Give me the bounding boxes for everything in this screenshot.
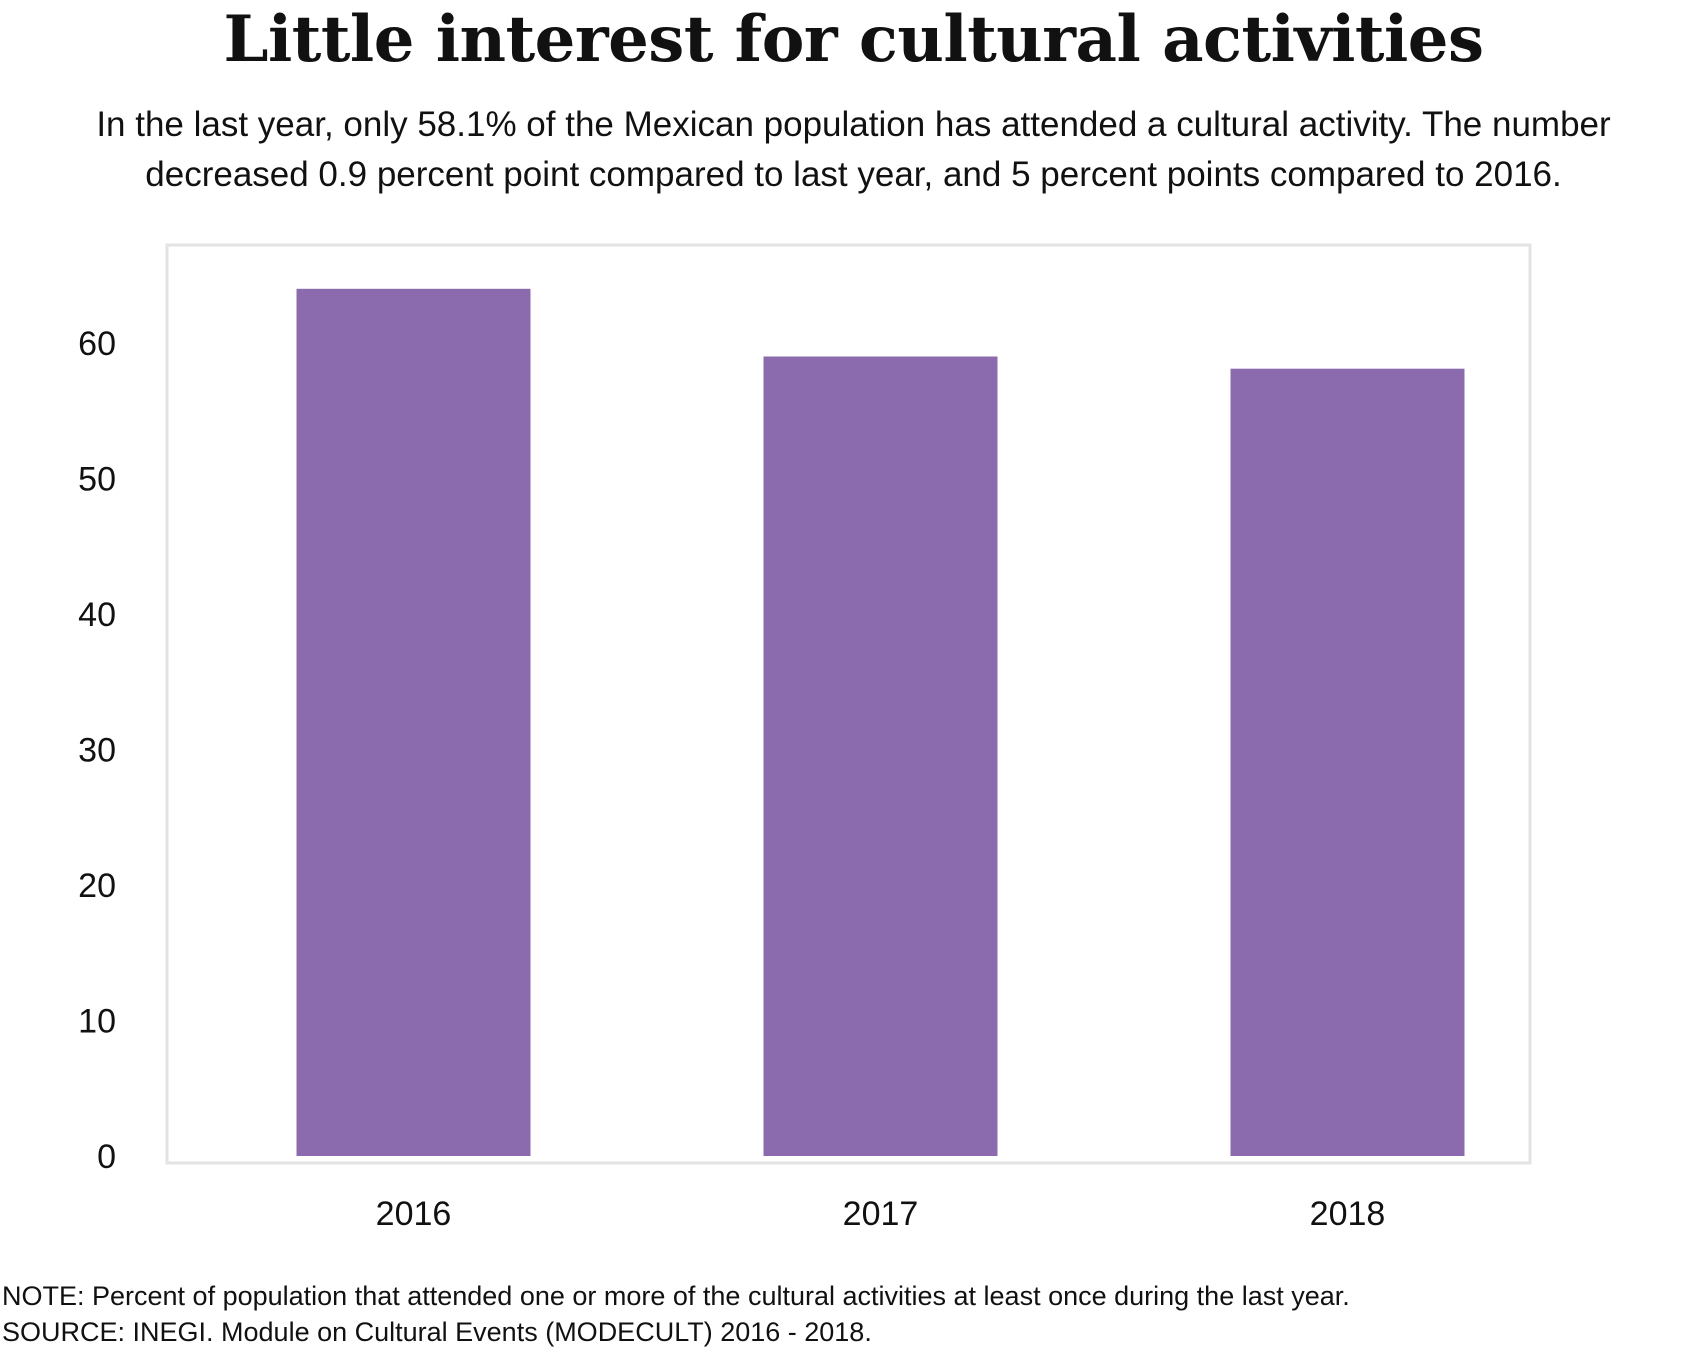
y-tick-label: 40	[78, 596, 116, 634]
subtitle-line-2: decreased 0.9 percent point compared to …	[145, 155, 1562, 194]
y-tick-label: 10	[78, 1003, 116, 1041]
bar-2017	[763, 356, 998, 1156]
footer-note: NOTE: Percent of population that attende…	[2, 1281, 1350, 1311]
y-tick-label: 30	[78, 732, 116, 770]
y-tick-label: 20	[78, 867, 116, 905]
subtitle-line-1: In the last year, only 58.1% of the Mexi…	[96, 105, 1611, 144]
y-axis: 0 10 20 30 40 50 60	[78, 325, 116, 1176]
x-tick-label: 2017	[843, 1195, 919, 1233]
y-tick-label: 60	[78, 325, 116, 363]
bar-2016	[296, 288, 531, 1156]
chart-footer: NOTE: Percent of population that attende…	[2, 1278, 1350, 1350]
x-axis: 2016 2017 2018	[376, 1195, 1386, 1233]
chart-subtitle: In the last year, only 58.1% of the Mexi…	[0, 100, 1707, 200]
x-tick-label: 2018	[1310, 1195, 1386, 1233]
y-tick-label: 50	[78, 461, 116, 499]
bars-layer	[296, 288, 1465, 1156]
chart-title: Little interest for cultural activities	[223, 2, 1484, 77]
bar-2018	[1230, 368, 1465, 1156]
x-tick-label: 2016	[376, 1195, 452, 1233]
y-tick-label: 0	[97, 1138, 116, 1176]
footer-source: SOURCE: INEGI. Module on Cultural Events…	[2, 1317, 872, 1347]
